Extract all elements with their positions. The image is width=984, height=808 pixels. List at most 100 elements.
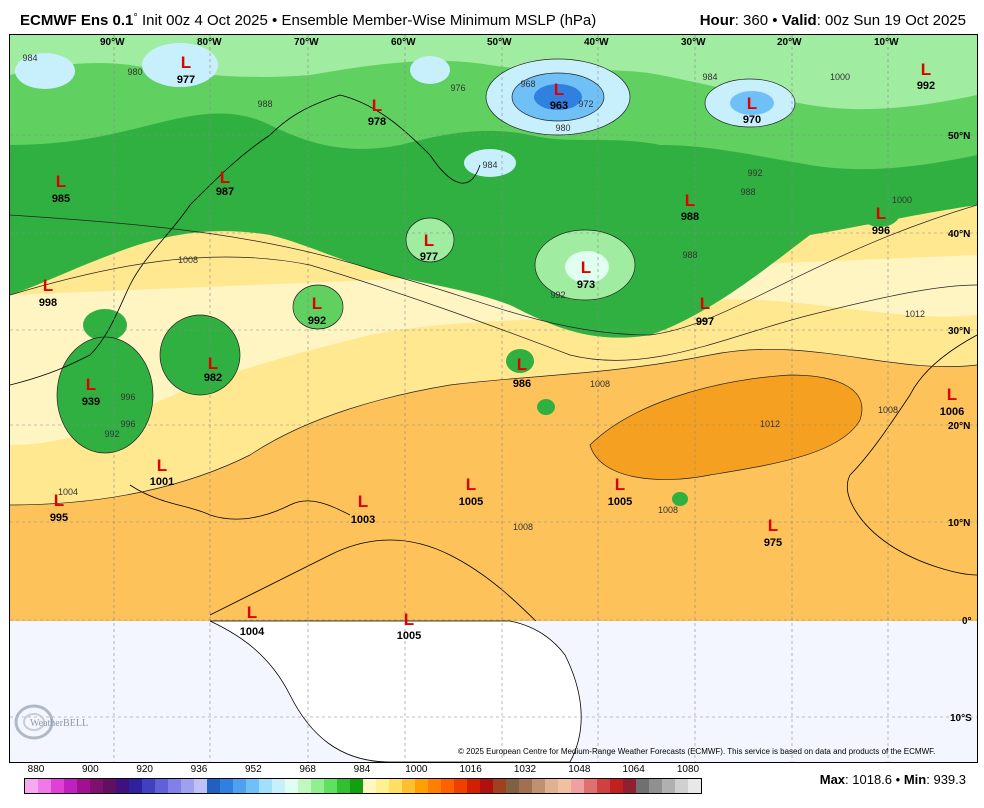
colorbar-swatch	[467, 779, 480, 793]
valid-label: Valid	[781, 12, 817, 29]
max-label: Max	[819, 772, 846, 787]
colorbar-swatch	[493, 779, 506, 793]
init-time: Init 00z 4 Oct 2025	[141, 12, 268, 29]
colorbar-swatch	[272, 779, 285, 793]
low-shade-ne-canada	[410, 56, 450, 84]
colorbar-swatch	[402, 779, 415, 793]
colorbar-swatch	[337, 779, 350, 793]
svg-text:L: L	[876, 204, 886, 223]
contour-label: 988	[682, 250, 697, 260]
colorbar-swatch	[51, 779, 64, 793]
low-center: L 975	[764, 516, 782, 549]
colorbar-swatch	[688, 779, 701, 793]
pale-band	[10, 255, 977, 445]
svg-text:L: L	[181, 53, 191, 72]
svg-text:995: 995	[50, 512, 68, 524]
contour-label: 976	[450, 83, 465, 93]
lat-label: 30°N	[948, 326, 970, 337]
colorbar-tick-label: 936	[190, 764, 208, 775]
low-center: L 1005	[608, 475, 632, 508]
contour-label: 980	[555, 123, 570, 133]
colorbar-swatch	[649, 779, 662, 793]
colorbar-swatch	[597, 779, 610, 793]
orange-blob	[590, 375, 862, 480]
colorbar-swatch	[324, 779, 337, 793]
svg-text:L: L	[247, 603, 257, 622]
contour-label: 1008	[590, 379, 610, 389]
svg-text:L: L	[554, 80, 564, 99]
low-center: L 995	[50, 491, 68, 524]
lat-label: 10°S	[950, 713, 972, 724]
colorbar-swatch	[285, 779, 298, 793]
colorbar-swatch	[558, 779, 571, 793]
svg-text:L: L	[700, 294, 710, 313]
contour-label: 992	[747, 168, 762, 178]
colorbar-swatch	[363, 779, 376, 793]
colorbar-swatch	[233, 779, 246, 793]
contour-label: 996	[120, 392, 135, 402]
colorbar-swatch	[350, 779, 363, 793]
svg-text:988: 988	[681, 211, 699, 223]
colorbar-swatch	[376, 779, 389, 793]
colorbar-swatch	[389, 779, 402, 793]
colorbar-tick-label: 1048	[568, 764, 591, 775]
svg-text:L: L	[372, 96, 382, 115]
low-shade-982	[160, 315, 240, 395]
colorbar-swatch	[220, 779, 233, 793]
svg-text:997: 997	[696, 316, 714, 328]
low-shade-963-inner	[534, 84, 582, 110]
isobars	[10, 58, 977, 506]
low-center: L 1004	[240, 603, 265, 638]
contour-label: 996	[120, 419, 135, 429]
contour-label: 968	[520, 79, 535, 89]
lat-label: 40°N	[948, 229, 970, 240]
colorbar-swatch	[194, 779, 207, 793]
svg-text:978: 978	[368, 116, 386, 128]
north-america-coast	[10, 94, 481, 386]
min-label: Min	[903, 772, 927, 787]
contour-label: 1008	[878, 405, 898, 415]
low-shade-977-outer	[142, 43, 218, 87]
low-shade-977-atl	[406, 218, 454, 262]
contour-label: 984	[482, 160, 497, 170]
contour-label: 1012	[760, 419, 780, 429]
contour-label: 1004	[58, 487, 78, 497]
lon-label: 40°W	[584, 37, 609, 48]
colorbar-tick-label: 900	[81, 764, 99, 775]
lon-label: 70°W	[294, 37, 319, 48]
contour-label: 1000	[830, 72, 850, 82]
colorbar-swatch	[454, 779, 467, 793]
svg-text:L: L	[466, 475, 476, 494]
lon-label: 10°W	[874, 37, 899, 48]
map-svg: 90°W 80°W 70°W 60°W 50°W 40°W 30°W 20°W …	[10, 35, 977, 762]
svg-text:1005: 1005	[459, 496, 483, 508]
lon-label: 80°W	[197, 37, 222, 48]
colorbar-swatch	[90, 779, 103, 793]
svg-text:L: L	[424, 231, 434, 250]
low-shade-986	[506, 349, 534, 373]
svg-text:977: 977	[177, 74, 195, 86]
hour-value: : 360	[734, 12, 769, 29]
contour-label: 1012	[905, 309, 925, 319]
colorbar-swatch	[155, 779, 168, 793]
pressure-colorbar	[24, 778, 702, 794]
low-center: L 1005	[459, 475, 483, 508]
colorbar-swatch	[532, 779, 545, 793]
svg-text:970: 970	[743, 114, 761, 126]
colorbar-tick-label: 920	[136, 764, 153, 775]
colorbar-swatch	[311, 779, 324, 793]
svg-text:L: L	[43, 276, 53, 295]
colorbar-swatch	[519, 779, 532, 793]
svg-text:L: L	[220, 168, 230, 187]
colorbar-tick-label: 1016	[459, 764, 482, 775]
svg-text:996: 996	[872, 225, 890, 237]
latitude-labels: 50°N 40°N 30°N 20°N 10°N 0° 10°S	[948, 131, 972, 724]
africa-coast	[847, 334, 977, 576]
valid-value: : 00z Sun 19 Oct 2025	[816, 12, 966, 29]
colorbar-swatch	[142, 779, 155, 793]
contour-label: 980	[127, 67, 142, 77]
